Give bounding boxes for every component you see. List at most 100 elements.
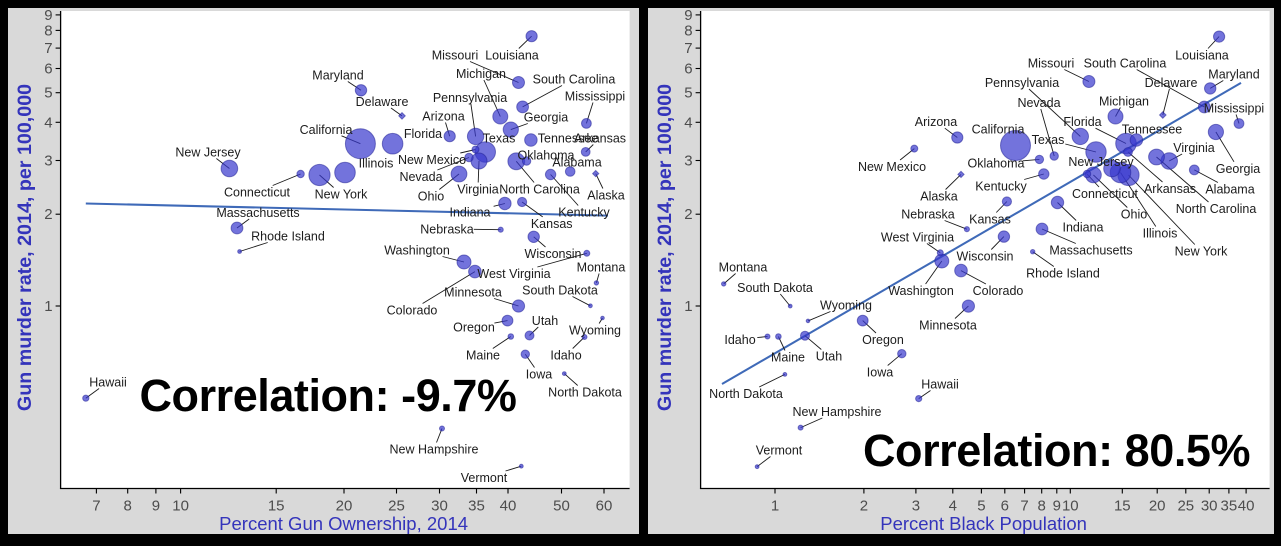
- svg-text:8: 8: [44, 22, 52, 39]
- svg-text:Washington: Washington: [888, 284, 954, 298]
- svg-text:Colorado: Colorado: [387, 304, 438, 318]
- svg-text:Illinois: Illinois: [1143, 227, 1178, 241]
- svg-text:9: 9: [684, 7, 692, 24]
- svg-text:Minnesota: Minnesota: [919, 319, 977, 333]
- svg-text:40: 40: [1238, 498, 1255, 515]
- svg-text:3: 3: [912, 498, 920, 515]
- svg-text:Wyoming: Wyoming: [820, 299, 872, 313]
- svg-text:2: 2: [684, 206, 692, 223]
- svg-text:Delaware: Delaware: [1145, 76, 1198, 90]
- svg-text:Pennsylvania: Pennsylvania: [433, 91, 507, 105]
- svg-text:South Carolina: South Carolina: [533, 73, 616, 87]
- svg-text:Pennsylvania: Pennsylvania: [985, 76, 1059, 90]
- svg-text:Gun murder rate, 2014, per 100: Gun murder rate, 2014, per 100,000: [14, 84, 36, 411]
- svg-text:South Dakota: South Dakota: [522, 284, 598, 298]
- svg-text:Maryland: Maryland: [1208, 68, 1259, 82]
- svg-text:Iowa: Iowa: [526, 368, 552, 382]
- svg-text:7: 7: [44, 40, 52, 57]
- svg-text:7: 7: [684, 40, 692, 57]
- svg-text:Delaware: Delaware: [356, 95, 409, 109]
- svg-text:Correlation: 80.5%: Correlation: 80.5%: [863, 425, 1250, 476]
- svg-text:Maine: Maine: [466, 349, 500, 363]
- svg-text:South Dakota: South Dakota: [737, 281, 813, 295]
- svg-text:Arizona: Arizona: [915, 115, 957, 129]
- svg-text:8: 8: [124, 498, 132, 515]
- svg-text:New York: New York: [315, 188, 369, 202]
- svg-text:Alabama: Alabama: [1205, 183, 1254, 197]
- svg-text:West Virginia: West Virginia: [881, 231, 954, 245]
- svg-text:Florida: Florida: [404, 127, 442, 141]
- svg-text:Colorado: Colorado: [973, 284, 1024, 298]
- svg-text:9: 9: [1053, 498, 1061, 515]
- svg-text:15: 15: [1114, 498, 1131, 515]
- svg-text:7: 7: [1020, 498, 1028, 515]
- svg-text:30: 30: [431, 498, 448, 515]
- svg-text:Percent Black Population: Percent Black Population: [880, 513, 1087, 534]
- svg-text:3: 3: [684, 153, 692, 170]
- svg-text:1: 1: [684, 298, 692, 315]
- svg-text:Alaska: Alaska: [587, 189, 625, 203]
- svg-text:Correlation: -9.7%: Correlation: -9.7%: [140, 370, 517, 421]
- svg-text:West Virginia: West Virginia: [477, 267, 550, 281]
- svg-text:1: 1: [44, 298, 52, 315]
- svg-text:Iowa: Iowa: [867, 366, 893, 380]
- svg-text:North Dakota: North Dakota: [548, 386, 622, 400]
- svg-text:New Mexico: New Mexico: [398, 153, 466, 167]
- svg-text:South Carolina: South Carolina: [1084, 57, 1167, 71]
- svg-text:Montana: Montana: [577, 261, 626, 275]
- svg-text:9: 9: [152, 498, 160, 515]
- svg-text:Percent Gun Ownership, 2014: Percent Gun Ownership, 2014: [219, 513, 468, 534]
- svg-text:30: 30: [1201, 498, 1218, 515]
- svg-text:Oklahoma: Oklahoma: [968, 157, 1025, 171]
- svg-text:New Hampshire: New Hampshire: [390, 443, 479, 457]
- svg-text:Michigan: Michigan: [456, 67, 506, 81]
- svg-text:Rhode Island: Rhode Island: [251, 230, 325, 244]
- svg-text:Ohio: Ohio: [418, 190, 444, 204]
- svg-text:Georgia: Georgia: [1216, 162, 1261, 176]
- svg-text:Utah: Utah: [532, 314, 558, 328]
- svg-text:3: 3: [44, 153, 52, 170]
- svg-text:7: 7: [92, 498, 100, 515]
- svg-text:Missouri: Missouri: [1028, 57, 1075, 71]
- svg-text:Arizona: Arizona: [422, 110, 464, 124]
- svg-text:Tennessee: Tennessee: [1122, 123, 1183, 137]
- svg-text:50: 50: [553, 498, 570, 515]
- svg-text:Utah: Utah: [816, 350, 842, 364]
- svg-text:9: 9: [44, 7, 52, 24]
- svg-text:Oregon: Oregon: [862, 333, 904, 347]
- svg-text:8: 8: [1038, 498, 1046, 515]
- svg-text:20: 20: [336, 498, 353, 515]
- svg-text:Vermont: Vermont: [756, 444, 803, 458]
- svg-text:5: 5: [977, 498, 985, 515]
- svg-text:Alaska: Alaska: [920, 190, 958, 204]
- svg-text:Hawaii: Hawaii: [89, 376, 127, 390]
- svg-text:Virginia: Virginia: [1173, 141, 1215, 155]
- svg-text:Nevada: Nevada: [1017, 96, 1060, 110]
- svg-text:Maryland: Maryland: [312, 69, 363, 83]
- svg-text:5: 5: [684, 85, 692, 102]
- svg-text:15: 15: [268, 498, 285, 515]
- svg-text:Wyoming: Wyoming: [569, 324, 621, 338]
- svg-text:25: 25: [1177, 498, 1194, 515]
- svg-text:Indiana: Indiana: [449, 206, 490, 220]
- svg-text:Maine: Maine: [771, 351, 805, 365]
- svg-text:2: 2: [44, 206, 52, 223]
- svg-text:Gun murder rate, 2014, per 100: Gun murder rate, 2014, per 100,000: [654, 84, 676, 411]
- svg-text:Kansas: Kansas: [969, 213, 1011, 227]
- svg-text:Georgia: Georgia: [524, 111, 569, 125]
- svg-text:Ohio: Ohio: [1121, 208, 1147, 222]
- svg-text:Massachusetts: Massachusetts: [1049, 244, 1132, 258]
- svg-text:Texas: Texas: [483, 132, 516, 146]
- svg-text:California: California: [300, 123, 353, 137]
- svg-text:Arkansas: Arkansas: [1144, 182, 1196, 196]
- svg-text:4: 4: [684, 114, 692, 131]
- svg-text:North Carolina: North Carolina: [499, 183, 580, 197]
- svg-text:35: 35: [1221, 498, 1238, 515]
- svg-text:California: California: [972, 123, 1025, 137]
- svg-text:Kansas: Kansas: [531, 217, 573, 231]
- svg-text:4: 4: [44, 114, 52, 131]
- svg-text:20: 20: [1149, 498, 1166, 515]
- svg-text:Massachusetts: Massachusetts: [216, 206, 299, 220]
- svg-text:2: 2: [860, 498, 868, 515]
- svg-text:10: 10: [172, 498, 189, 515]
